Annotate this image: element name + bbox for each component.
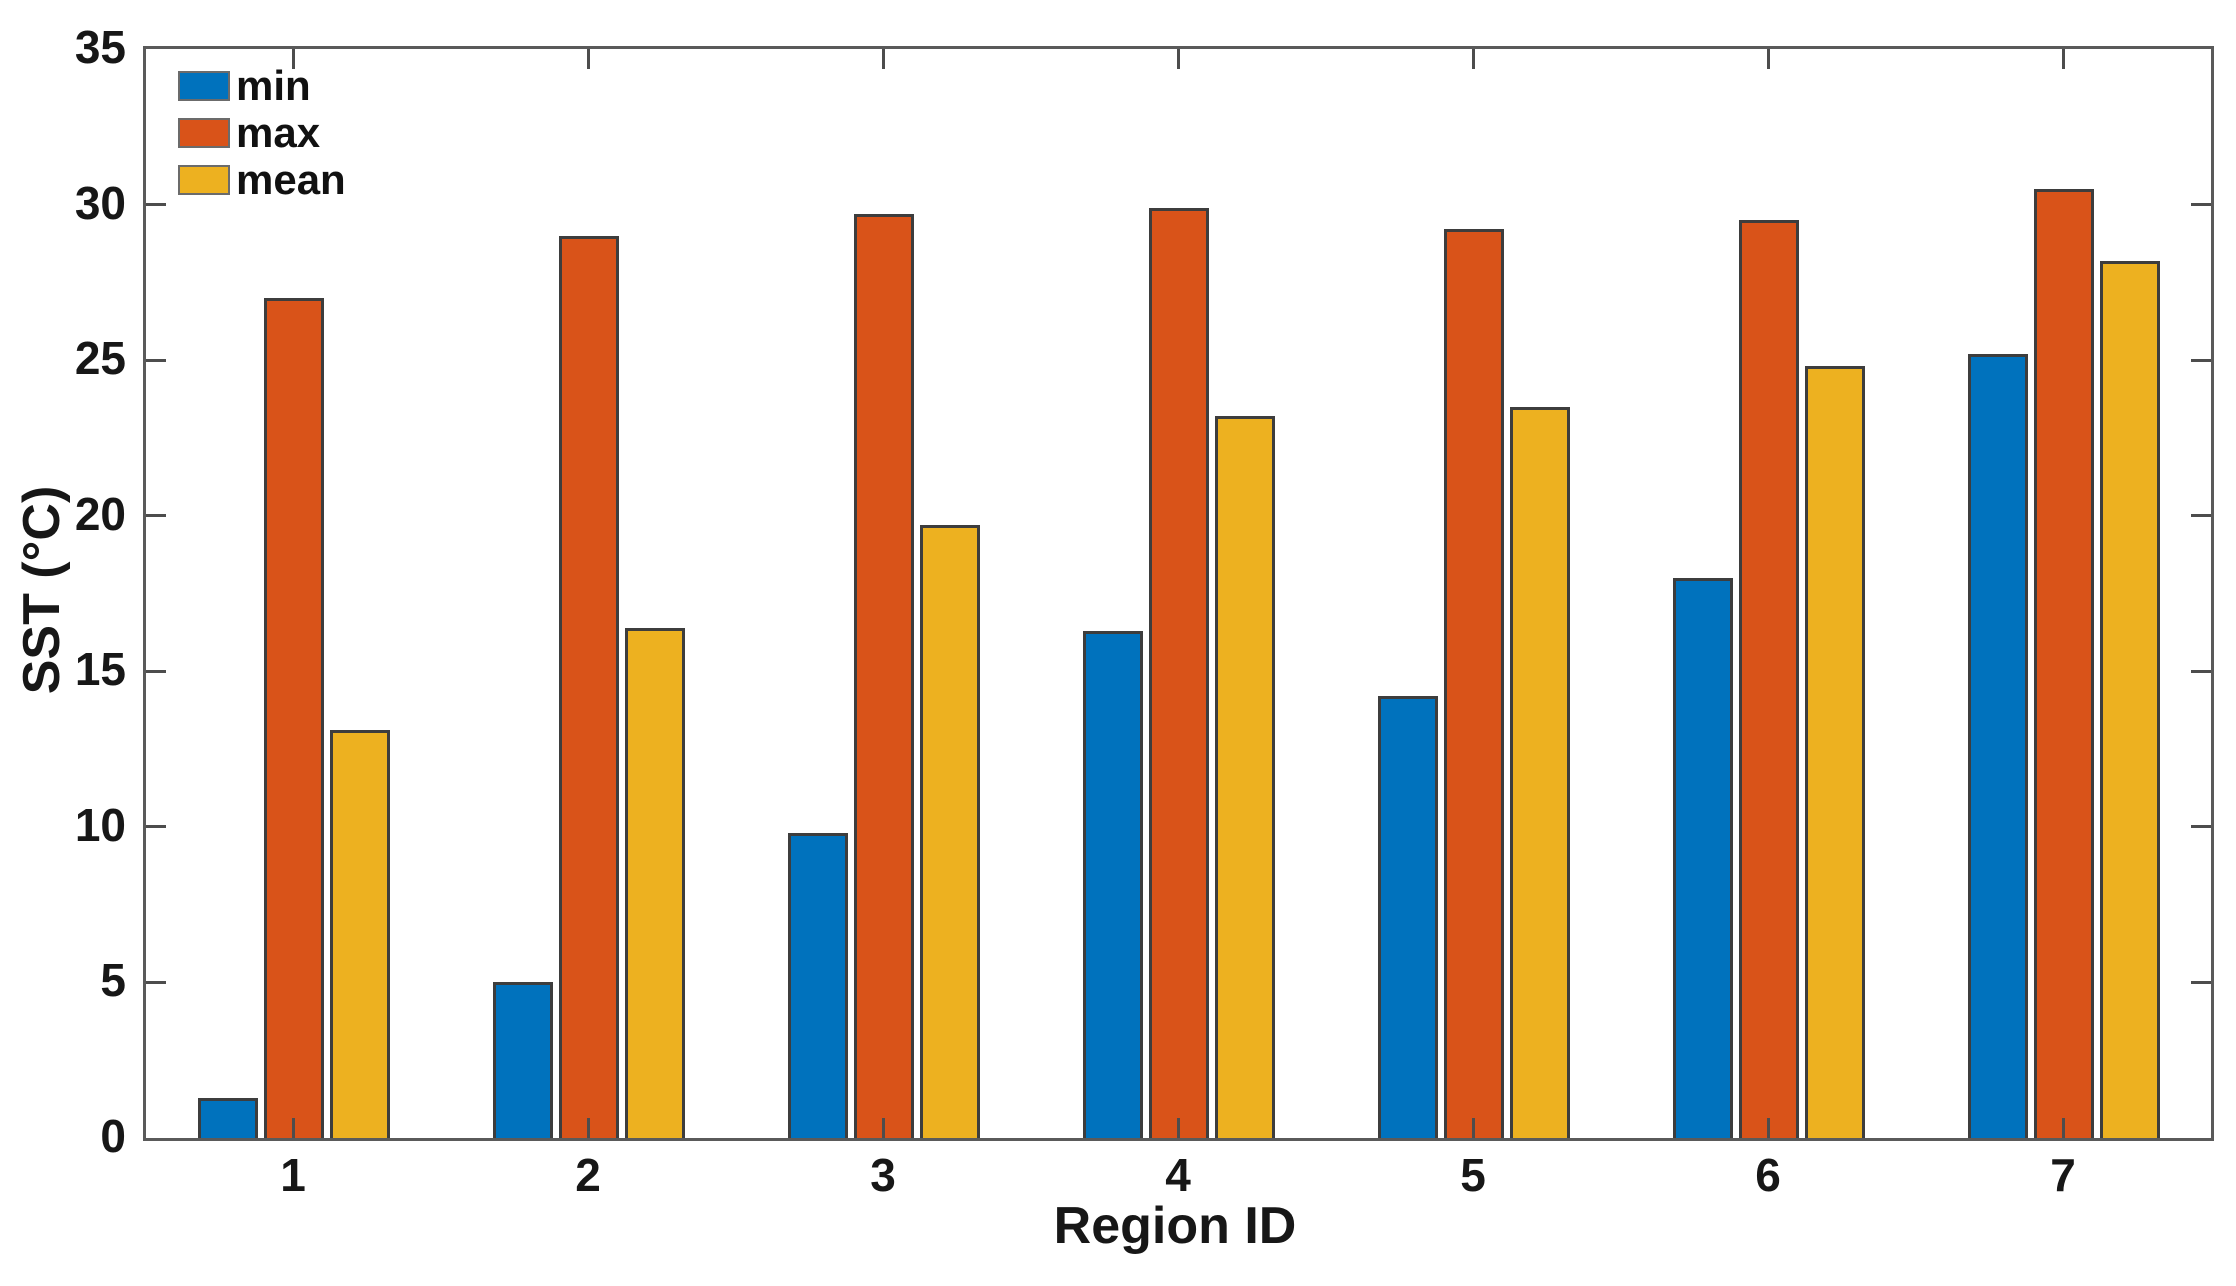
legend-label-min: min	[236, 61, 311, 109]
legend-swatch-max	[178, 117, 230, 148]
bar-region3-min	[788, 833, 848, 1138]
y-tick-5-left	[146, 981, 166, 984]
y-tick-10-right	[2191, 825, 2211, 828]
bar-region5-min	[1378, 696, 1438, 1138]
y-tick-15-right	[2191, 670, 2211, 673]
x-tick-5-bottom	[1472, 1118, 1475, 1138]
y-tick-5-right	[2191, 981, 2211, 984]
y-tick-label-10: 10	[74, 799, 126, 851]
bar-region5-mean	[1510, 407, 1570, 1138]
x-tick-6-bottom	[1767, 1118, 1770, 1138]
x-tick-5-top	[1472, 49, 1475, 69]
x-tick-1-top	[292, 49, 295, 69]
y-tick-label-35: 35	[74, 21, 126, 73]
x-tick-label-2: 2	[575, 1149, 601, 1201]
x-tick-7-bottom	[2062, 1118, 2065, 1138]
legend-item-max: max	[178, 111, 346, 153]
x-axis-label: Region ID	[1053, 1197, 1297, 1255]
x-tick-label-5: 5	[1460, 1149, 1486, 1201]
x-tick-2-top	[587, 49, 590, 69]
legend-swatch-min	[178, 70, 230, 101]
bar-region6-mean	[1805, 366, 1865, 1138]
x-tick-4-bottom	[1177, 1118, 1180, 1138]
y-tick-25-left	[146, 359, 166, 362]
legend-swatch-mean	[178, 164, 230, 195]
y-tick-15-left	[146, 670, 166, 673]
bar-region3-mean	[920, 525, 980, 1138]
x-tick-7-top	[2062, 49, 2065, 69]
bar-region4-mean	[1215, 416, 1275, 1138]
bar-region1-min	[198, 1098, 258, 1138]
y-tick-10-left	[146, 825, 166, 828]
bar-region4-max	[1149, 208, 1209, 1138]
legend-item-mean: mean	[178, 158, 346, 200]
x-tick-label-1: 1	[280, 1149, 306, 1201]
x-tick-label-6: 6	[1755, 1149, 1781, 1201]
bar-region2-mean	[625, 628, 685, 1138]
y-axis-label: SST (°C)	[13, 485, 71, 695]
bar-region2-min	[493, 982, 553, 1138]
x-tick-label-4: 4	[1165, 1149, 1191, 1201]
x-tick-3-bottom	[882, 1118, 885, 1138]
bar-region5-max	[1444, 229, 1504, 1138]
bar-region7-mean	[2100, 261, 2160, 1138]
x-tick-3-top	[882, 49, 885, 69]
x-tick-1-bottom	[292, 1118, 295, 1138]
bar-region1-max	[264, 298, 324, 1138]
x-tick-4-top	[1177, 49, 1180, 69]
bar-region3-max	[854, 214, 914, 1138]
y-tick-label-25: 25	[74, 332, 126, 384]
bar-region1-mean	[330, 730, 390, 1138]
x-tick-6-top	[1767, 49, 1770, 69]
y-tick-20-left	[146, 514, 166, 517]
bar-region6-max	[1739, 220, 1799, 1138]
legend-item-min: min	[178, 64, 346, 106]
plot-area	[143, 46, 2214, 1141]
legend-label-max: max	[236, 108, 321, 156]
y-tick-25-right	[2191, 359, 2211, 362]
y-tick-label-20: 20	[74, 488, 126, 540]
bar-region7-min	[1968, 354, 2028, 1138]
y-tick-30-right	[2191, 203, 2211, 206]
bar-region6-min	[1673, 578, 1733, 1138]
y-tick-20-right	[2191, 514, 2211, 517]
x-tick-label-3: 3	[870, 1149, 896, 1201]
y-tick-label-5: 5	[100, 954, 126, 1006]
bar-region7-max	[2034, 189, 2094, 1138]
y-tick-label-15: 15	[74, 643, 126, 695]
bar-region2-max	[559, 236, 619, 1138]
y-tick-label-30: 30	[74, 177, 126, 229]
legend: min max mean	[178, 64, 346, 211]
x-tick-label-7: 7	[2050, 1149, 2076, 1201]
x-tick-2-bottom	[587, 1118, 590, 1138]
y-tick-30-left	[146, 203, 166, 206]
y-tick-label-0: 0	[100, 1110, 126, 1162]
legend-label-mean: mean	[236, 155, 346, 203]
bar-region4-min	[1083, 631, 1143, 1138]
